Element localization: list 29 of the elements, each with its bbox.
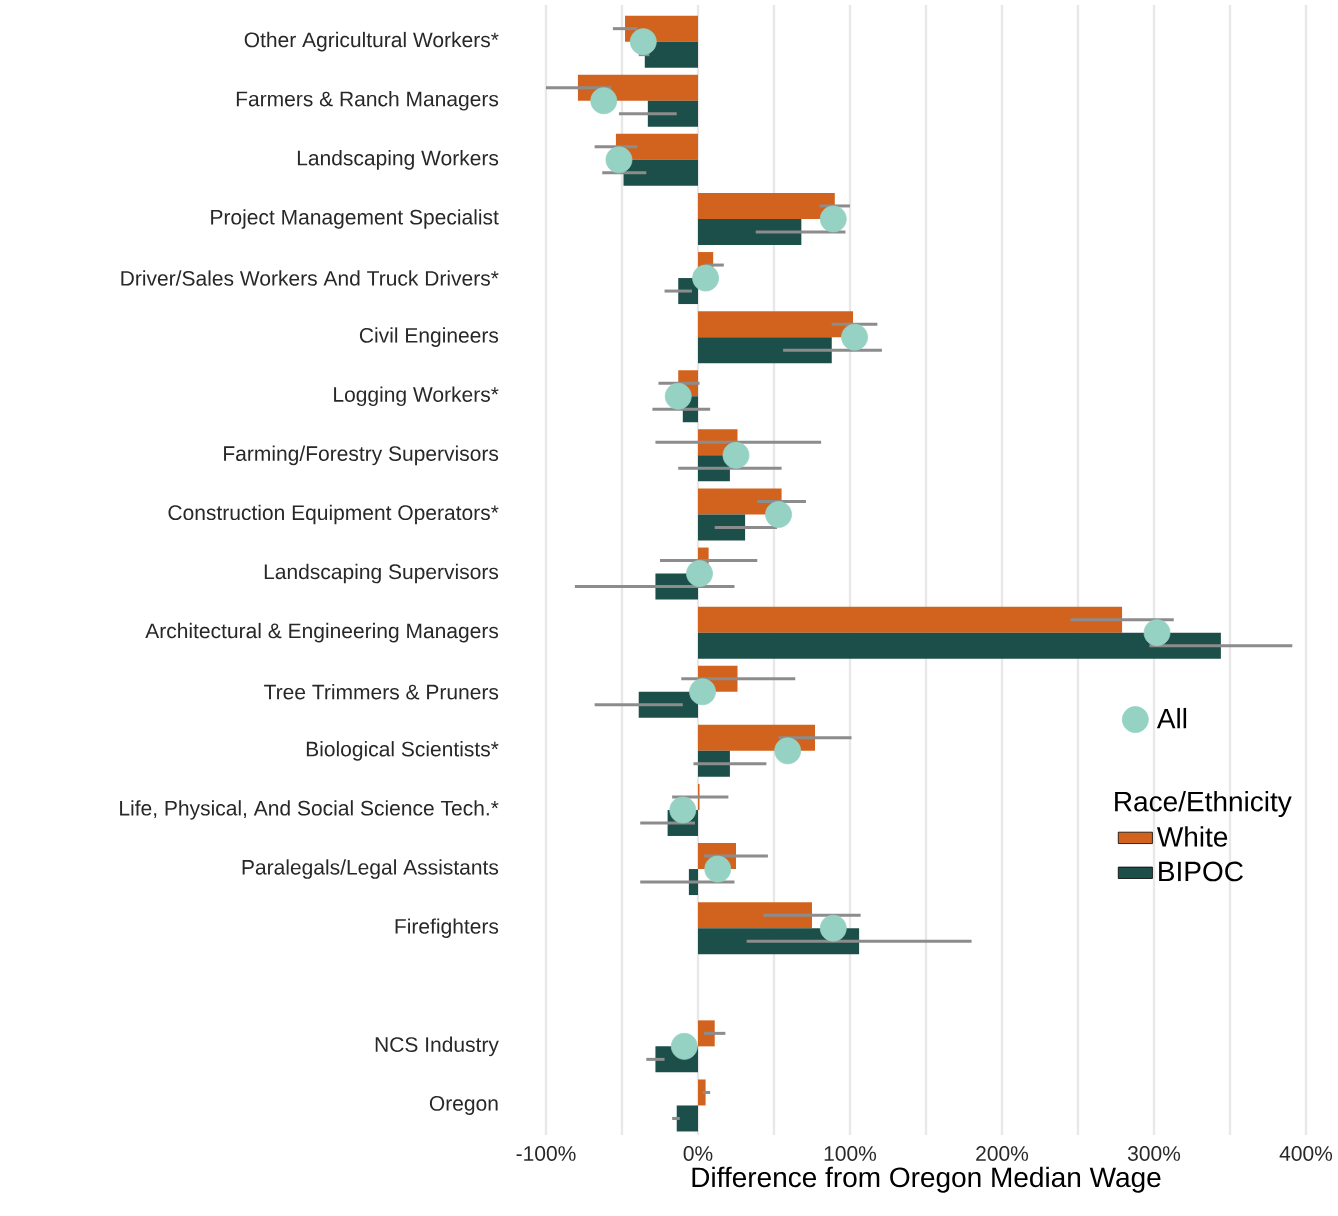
y-tick-label: Construction Equipment Operators*	[168, 504, 499, 525]
x-tick-label: 0%	[683, 1146, 713, 1161]
y-tick-label: Civil Engineers	[359, 327, 499, 347]
legend-label: BIPOC	[1159, 861, 1243, 882]
y-tick-label: Driver/Sales Workers And Truck Drivers*	[121, 270, 499, 286]
x-tick-label: 200%	[976, 1146, 1029, 1161]
y-tick-label: Firefighters	[395, 918, 499, 938]
y-tick-label: NCS Industry	[375, 1036, 499, 1057]
y-tick-label: Project Management Specialist	[211, 209, 499, 229]
x-tick-label: 300%	[1127, 1146, 1181, 1161]
y-tick-label: Farming/Forestry Supervisors	[224, 445, 499, 466]
y-tick-label: Biological Scientists*	[306, 741, 499, 761]
y-tick-label: Other Agricultural Workers*	[244, 31, 499, 52]
legend-title: Race/Ethnicity	[1115, 790, 1292, 818]
x-tick-label: 400%	[1279, 1146, 1333, 1161]
x-tick-label: 100%	[824, 1146, 877, 1161]
y-tick-label: Landscaping Workers	[297, 150, 499, 170]
legend-label: White	[1156, 826, 1228, 847]
y-tick-label: Tree Trimmers & Pruners	[264, 684, 499, 700]
y-tick-label: Architectural & Engineering Managers	[145, 622, 499, 643]
y-tick-label: Logging Workers*	[334, 386, 499, 407]
y-tick-label: Landscaping Supervisors	[264, 563, 499, 584]
y-tick-label: Oregon	[429, 1095, 498, 1115]
y-tick-label: Life, Physical, And Social Science Tech.*	[120, 800, 499, 820]
x-axis-title: Difference from Oregon Median Wage	[692, 1166, 1161, 1193]
x-tick-label: -100%	[516, 1146, 576, 1161]
y-tick-label: Paralegals/Legal Assistants	[242, 859, 499, 879]
y-tick-label: Farmers & Ranch Managers	[236, 90, 499, 111]
legend-label: All	[1156, 707, 1187, 729]
